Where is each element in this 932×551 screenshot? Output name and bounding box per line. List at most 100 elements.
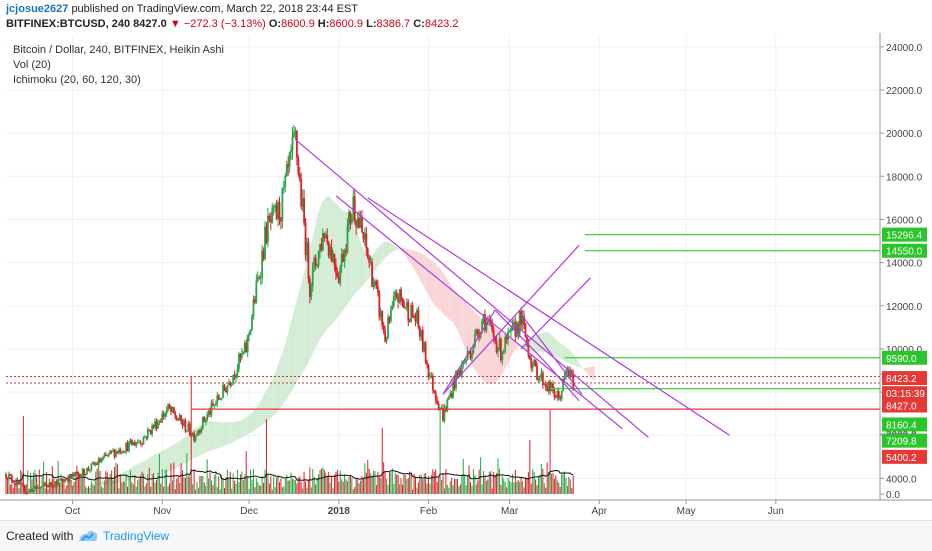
- candle-body: [253, 299, 256, 303]
- time-tick-label: May: [677, 506, 696, 517]
- cloud-segment: [224, 422, 226, 446]
- low-label: L:: [366, 18, 377, 30]
- candle-body: [120, 452, 123, 454]
- tradingview-link[interactable]: TradingView: [103, 529, 170, 543]
- candle-body: [58, 479, 61, 481]
- price-tick-label: 22000.0: [886, 86, 923, 97]
- candle-body: [157, 422, 159, 429]
- cloud-segment: [593, 366, 595, 381]
- cloud-segment: [163, 449, 166, 473]
- candle-body: [155, 421, 158, 429]
- candle-body: [41, 486, 44, 488]
- candle-body: [387, 317, 389, 339]
- candle-body: [471, 352, 473, 359]
- candle-body: [450, 393, 453, 398]
- candle-body: [84, 473, 87, 476]
- time-tick-label: Mar: [501, 506, 519, 517]
- cloud-segment: [457, 294, 459, 334]
- candle-body: [481, 321, 483, 333]
- cloud-segment: [587, 367, 590, 376]
- candle-body: [144, 436, 146, 438]
- candle-body: [443, 407, 446, 421]
- candle-body: [291, 136, 294, 150]
- candle-body: [536, 365, 538, 381]
- trendline[interactable]: [520, 314, 583, 395]
- candle-body: [49, 482, 52, 486]
- high-label: H:: [317, 18, 330, 30]
- candle-body: [238, 354, 240, 369]
- horizontal-levels[interactable]: [6, 234, 880, 410]
- candle-body: [213, 404, 216, 406]
- candle-body: [29, 489, 32, 491]
- cloud-segment: [178, 441, 180, 468]
- candle-body: [151, 425, 154, 435]
- cloud-segment: [534, 335, 536, 353]
- cloud-segment: [456, 292, 458, 331]
- last-price: 8427.0: [133, 18, 167, 30]
- candle-body: [442, 407, 444, 421]
- candle-body: [339, 266, 342, 283]
- cloud-segment: [567, 348, 569, 364]
- cloud-segment: [447, 279, 449, 319]
- cloud-segment: [317, 212, 319, 345]
- price-axis-badge-text: 8160.4: [886, 420, 917, 431]
- candle-body: [378, 292, 381, 317]
- cloud-segment: [576, 357, 578, 367]
- price-chart[interactable]: 4000.06000.08000.010000.012000.014000.01…: [0, 33, 932, 520]
- trendline[interactable]: [520, 277, 592, 350]
- cloud-segment: [262, 395, 264, 426]
- candle-body: [293, 132, 295, 137]
- trendline[interactable]: [442, 244, 580, 395]
- candle-body: [326, 234, 329, 243]
- volume-tick-label: 0.0: [886, 490, 900, 501]
- candle-body: [245, 342, 248, 353]
- trendline[interactable]: [546, 363, 580, 402]
- trendline[interactable]: [494, 309, 548, 365]
- candle-body: [330, 247, 333, 262]
- candle-body: [275, 205, 278, 219]
- candle-body: [476, 329, 479, 335]
- cloud-segment: [260, 398, 263, 427]
- candle-body: [38, 487, 41, 489]
- candle-body: [323, 232, 326, 239]
- price-tick-label: 10000.0: [886, 345, 923, 356]
- candle-body: [225, 389, 227, 393]
- cloud-segment: [168, 446, 170, 472]
- cloud-segment: [516, 344, 519, 349]
- candle-body: [139, 441, 142, 444]
- candle-body: [485, 321, 488, 331]
- trendline[interactable]: [367, 197, 730, 436]
- candle-body: [336, 273, 339, 277]
- candle-body: [13, 482, 16, 484]
- cloud-segment: [225, 422, 228, 446]
- candle-body: [48, 482, 51, 487]
- cloud-segment: [490, 325, 493, 385]
- price-tick-label: 18000.0: [886, 172, 923, 183]
- author-link[interactable]: jcjosue2627: [6, 3, 69, 15]
- candle-body: [16, 480, 19, 485]
- price-tick-label: 20000.0: [886, 129, 923, 140]
- candle-body: [549, 381, 551, 391]
- price-axis-badge-text: 14550.0: [886, 247, 923, 258]
- cloud-segment: [415, 250, 417, 274]
- trendline[interactable]: [442, 309, 496, 395]
- volume-ma-line: [6, 469, 574, 482]
- trendlines[interactable]: [295, 139, 730, 438]
- candle-body: [345, 250, 347, 253]
- candle-body: [511, 325, 514, 328]
- candle-body: [505, 336, 508, 340]
- candle-body: [411, 304, 414, 316]
- candle-body: [154, 421, 156, 428]
- cloud-segment: [143, 460, 145, 478]
- trendline[interactable]: [295, 139, 649, 438]
- candle-body: [269, 218, 272, 223]
- candle-body: [132, 441, 135, 446]
- candles: [5, 124, 575, 495]
- candle-body: [550, 383, 553, 391]
- cloud-segment: [440, 268, 442, 312]
- candle-body: [416, 310, 418, 322]
- cloud-segment: [434, 262, 436, 306]
- cloud-segment: [179, 439, 182, 467]
- trendline[interactable]: [335, 195, 623, 430]
- cloud-segment: [188, 432, 190, 462]
